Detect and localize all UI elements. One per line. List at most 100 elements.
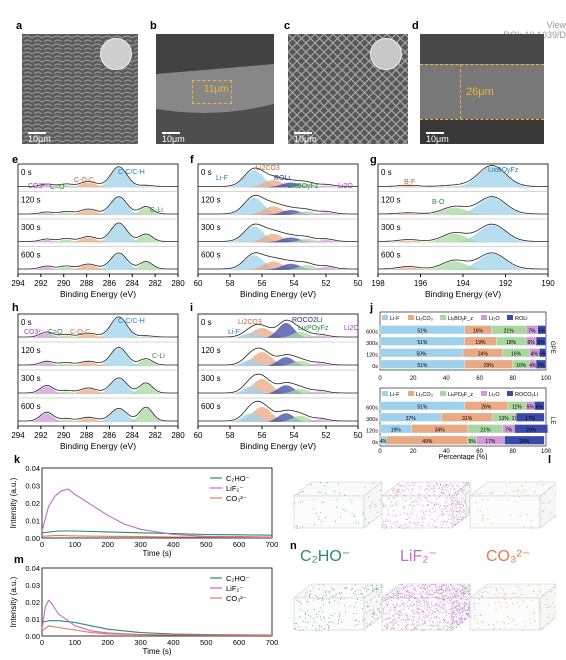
peak-fill [198,206,358,215]
ion-dot [427,597,429,599]
ion-dot [454,607,456,609]
ion-dot [382,621,383,622]
ion-dot [314,609,315,610]
ion-dot [360,599,362,601]
ion-dot [462,615,463,617]
category-label: 0s [372,440,378,446]
ion-dot [407,589,409,591]
ion-dot [510,598,512,600]
ion-dot [366,625,368,627]
ion-dot [443,597,445,599]
ion-dot [456,608,458,610]
x-tick-label: 100 [541,449,552,455]
ion-dot [538,584,540,586]
ion-dot [375,587,377,589]
ion-dot [449,591,450,593]
data-label: 6% [539,351,547,357]
peak-fill [198,385,358,394]
ion-dot [433,584,435,585]
ion-dot [437,614,439,615]
ion-dot [481,622,483,624]
ion-dot [435,587,437,589]
ion-dot [456,590,458,592]
ion-dot [401,490,403,492]
ion-dot [446,626,448,627]
ion-dot [441,584,443,586]
ion-dot [405,626,406,628]
ion-dot [454,521,455,522]
data-label: 31% [462,416,473,422]
ion-dot [373,588,375,590]
ion-dot [521,492,523,494]
ion-dot [310,616,311,618]
ion-dot [406,621,407,623]
ion-dot [375,614,377,616]
ion-dot [400,484,402,486]
ion-dot [395,492,397,494]
peak-fill [198,335,358,338]
ion-dot [460,590,461,592]
x-tick-label: 60 [476,449,483,455]
ion-dot [459,602,461,604]
ion-dot [464,587,466,588]
ion-dot [459,585,461,587]
ion-dot [431,612,433,614]
ion-dot [499,628,501,629]
ion-dot [435,590,437,591]
ion-dot [418,585,420,586]
ion-dot [392,624,394,626]
peak-fill [18,265,178,270]
ion-dot [445,625,446,626]
ion-dot [424,607,425,609]
ion-dot [391,596,392,598]
sem-image-d: 26μm 10μm [420,34,544,144]
ion-dot [306,601,308,602]
envelope-line [198,400,358,422]
ion-dot [441,511,443,513]
ion-dot [509,482,511,484]
ion-dot [421,510,422,512]
ion-dot [392,622,394,624]
ion-dot [407,595,409,596]
ion-dot [410,592,412,594]
ion-dot [443,509,444,511]
ion-dot [455,597,457,598]
ion-dot [503,622,505,624]
ion-dot [452,618,454,620]
ion-dot [419,486,421,487]
ion-dot [445,610,447,612]
ion-dot [441,589,443,591]
ion-dot [396,604,398,606]
ion-dot [389,592,391,594]
ion-dot [441,599,443,601]
ion-dot [450,584,452,585]
ion-dot [464,602,466,604]
ion-dot [418,618,420,620]
x-tick-label: 196 [414,279,428,288]
ion-dot [459,618,461,620]
ion-dot [371,584,373,586]
data-label: 7% [528,328,536,334]
x-tick-label: 200 [101,638,114,647]
data-label: 49% [422,439,433,445]
ion-dot [462,589,464,591]
ion-dot [409,619,411,621]
ion-dot [455,524,456,525]
ion-dot [391,514,393,516]
ion-dot [536,483,538,485]
view-link[interactable]: View [546,20,566,30]
ion-dot [351,501,353,503]
ion-dot [433,611,435,613]
time-label: 120 s [201,196,221,205]
ion-dot [426,492,428,494]
ion-dot [460,612,461,613]
time-label: 600 s [381,251,401,260]
ion-dot [468,509,470,510]
ion-dot [296,622,297,624]
peak-fill [18,182,178,188]
time-label: 300 s [21,374,41,383]
ion-dot [448,613,450,614]
ion-dot [345,587,347,588]
ion-dot [454,621,455,623]
ion-dot [328,617,329,619]
